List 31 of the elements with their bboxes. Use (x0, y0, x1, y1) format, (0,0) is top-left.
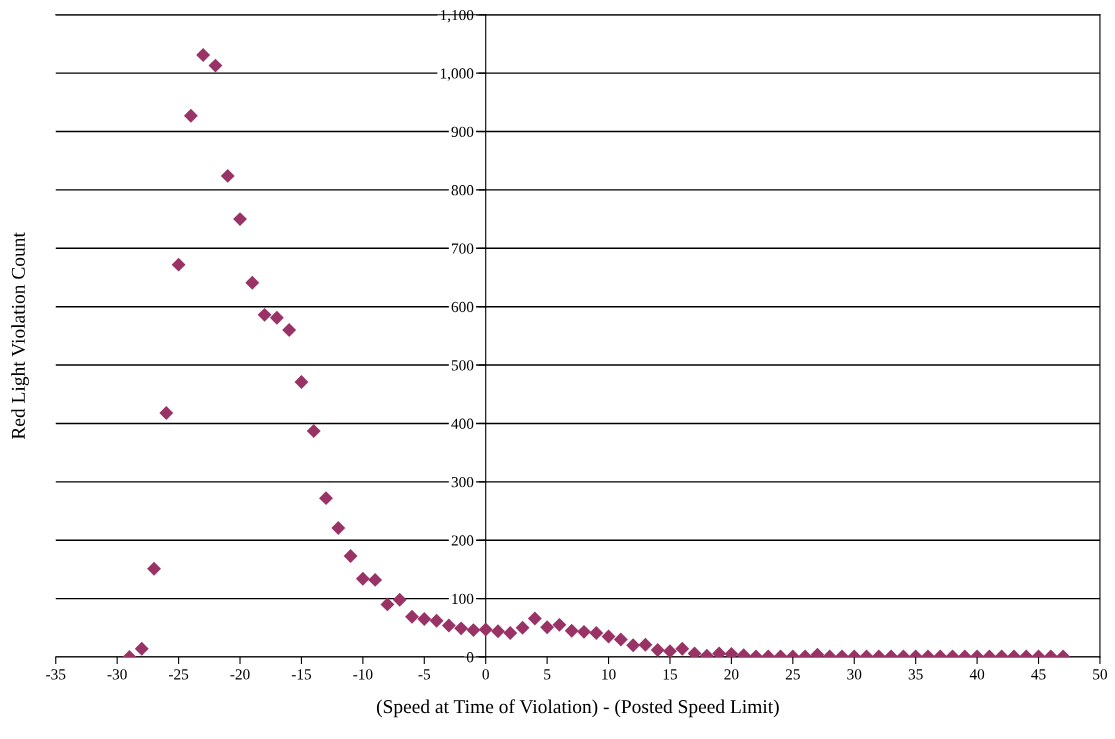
y-tick-label: 200 (451, 535, 474, 546)
x-tick-label: -10 (353, 669, 373, 680)
x-tick-label: 5 (544, 669, 551, 680)
x-tick-label: 25 (785, 669, 800, 680)
x-axis-title: (Speed at Time of Violation) - (Posted Speed Limit) (376, 699, 779, 718)
x-tick-label: -5 (418, 669, 431, 680)
y-tick-label: 0 (466, 652, 474, 663)
x-tick-label: 10 (602, 669, 616, 680)
x-tick-label: -25 (168, 669, 189, 680)
y-tick-label: 500 (451, 360, 474, 371)
y-tick-label: 300 (451, 476, 474, 488)
y-tick-label: 1,000 (440, 68, 474, 81)
x-tick-label: -30 (107, 669, 127, 680)
y-tick-label: 700 (452, 243, 474, 254)
y-tick-label: 400 (451, 418, 474, 429)
x-tick-label: -35 (46, 669, 66, 680)
y-tick-label: 800 (451, 185, 474, 196)
x-tick-label: 50 (1093, 669, 1107, 680)
y-tick-label: 900 (451, 126, 474, 137)
y-tick-label: 100 (452, 593, 474, 605)
x-tick-label: 35 (908, 669, 923, 680)
y-tick-label: 600 (451, 301, 474, 313)
x-tick-label: 30 (847, 669, 862, 680)
x-tick-label: 15 (663, 669, 678, 680)
y-axis-title: Red Light Violation Count (11, 232, 29, 440)
x-tick-label: 40 (969, 669, 985, 680)
x-tick-label: 20 (724, 669, 739, 680)
x-tick-label: -15 (291, 669, 312, 680)
x-tick-label: -20 (230, 669, 250, 680)
x-tick-label: 45 (1031, 669, 1046, 680)
x-tick-label: 0 (482, 669, 489, 680)
